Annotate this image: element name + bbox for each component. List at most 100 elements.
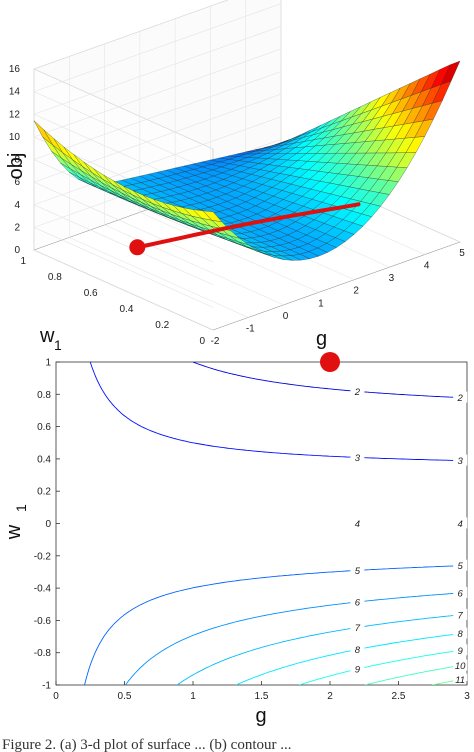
x-axis-label: g — [316, 328, 327, 350]
contour-label: 6 — [458, 588, 464, 599]
y-tick-label: 1 — [45, 358, 51, 369]
contour-label: 6 — [355, 597, 361, 608]
x-tick-label: 3 — [389, 273, 395, 284]
contour-x-axis-label: g — [255, 705, 266, 727]
z-tick-label: 6 — [14, 177, 20, 188]
grid-line — [139, 31, 319, 293]
y-tick-label: 0.6 — [37, 422, 51, 433]
y-tick-label: 0.2 — [37, 487, 51, 498]
x-tick-label: 2 — [353, 286, 359, 297]
z-tick-label: 12 — [9, 109, 21, 120]
contour-label: 11 — [455, 675, 465, 686]
x-tick-label: 2 — [327, 691, 333, 702]
contour-label-bg — [453, 586, 468, 598]
contour-marker — [320, 352, 340, 372]
contour-label: 8 — [355, 645, 361, 656]
contour-label: 9 — [458, 646, 464, 657]
contour-label-bg — [350, 663, 365, 675]
z-tick-label: 2 — [14, 222, 20, 233]
contour-label-bg — [350, 451, 365, 463]
x-tick-label: 1 — [190, 691, 196, 702]
minimum-marker — [129, 239, 146, 256]
y-axis-label-subscript: 1 — [54, 337, 62, 353]
contour-label: 3 — [355, 453, 361, 464]
y-tick-label: -0.8 — [34, 648, 52, 659]
contour-label: 4 — [458, 519, 463, 530]
grid-line — [104, 43, 284, 306]
grid-line — [33, 69, 214, 331]
x-tick-label: 0.5 — [118, 691, 132, 702]
contour-plot-area — [55, 361, 468, 686]
contour-label-bg — [350, 564, 365, 576]
x-tick-label: 0 — [53, 691, 59, 702]
contour-label-bg — [453, 608, 468, 620]
contour-label-bg — [453, 454, 468, 466]
figure-caption: Figure 2. (a) 3-d plot of surface ... (b… — [2, 737, 292, 752]
contour-label-bg — [350, 643, 365, 655]
x-tick-label: 5 — [459, 248, 465, 259]
contour-label: 2 — [354, 387, 361, 398]
contour-label: 7 — [355, 623, 361, 634]
surface-mesh — [33, 60, 461, 261]
y-tick-label: -0.2 — [34, 551, 52, 562]
contour-labels: 2 2 3 3 4 4 5 5 6 6 7 7 8 8 9 9 10 11 — [350, 385, 468, 686]
contour-label: 4 — [355, 519, 360, 530]
z-axis-label: obj — [5, 153, 27, 180]
x-tick-label: 0 — [283, 311, 289, 322]
contour-label: 2 — [457, 393, 464, 404]
x-tick-label: 1.5 — [255, 691, 269, 702]
surface-facet — [440, 60, 461, 85]
contour-label: 7 — [458, 610, 464, 621]
contour-label-bg — [453, 517, 468, 529]
y-tick-label: 0.4 — [119, 304, 133, 315]
y-axis-label: w — [39, 325, 55, 347]
contour-label: 8 — [458, 629, 464, 640]
x-tick-label: 2.5 — [392, 691, 406, 702]
contour-label-bg — [453, 659, 468, 671]
x-tick-label: 3 — [464, 691, 470, 702]
contour-label: 5 — [355, 566, 361, 577]
contour-label-bg — [453, 673, 468, 685]
contour-label: 5 — [458, 561, 464, 572]
x-tick-label: -2 — [211, 336, 220, 347]
z-tick-label: 8 — [14, 155, 20, 166]
contour-label-bg — [453, 627, 468, 639]
y-tick-label: 0.8 — [37, 390, 51, 401]
y-tick-label: 1 — [20, 256, 26, 267]
contour-label-bg — [350, 595, 365, 607]
contour-label-bg — [350, 517, 365, 529]
y-tick-label: -0.4 — [34, 584, 52, 595]
y-tick-label: 0 — [45, 519, 51, 530]
contour-label-bg — [453, 391, 468, 403]
x-tick-label: 1 — [318, 298, 324, 309]
y-tick-label: 0.4 — [37, 454, 51, 465]
contour-label: 3 — [458, 456, 464, 467]
z-tick-label: 14 — [9, 87, 21, 98]
contour-axis-ticks: 0 0.5 1 1.5 2 2.5 3 -1 -0.8 -0.6 -0.4 -0.2 0 0.2 0.4 0.… — [34, 358, 470, 703]
contour-line-6 — [125, 592, 467, 685]
contour-label: 10 — [455, 661, 466, 672]
contour-label-bg — [350, 621, 365, 633]
minimum-curve-line — [135, 202, 361, 250]
x-tick-label: 4 — [424, 261, 430, 272]
grid-line — [68, 56, 249, 318]
contour-y-axis-label: w — [3, 524, 25, 540]
contour-label-bg — [453, 644, 468, 656]
y-tick-label: 0.2 — [155, 320, 169, 331]
y-tick-label: -1 — [42, 681, 51, 692]
y-tick-label: 0.6 — [84, 288, 98, 299]
contour-label-bg — [350, 385, 365, 397]
contour-y-axis-label-subscript: 1 — [13, 504, 29, 512]
minimum-curve — [129, 202, 361, 256]
z-tick-label: 16 — [9, 64, 21, 75]
z-tick-label: 4 — [14, 200, 20, 211]
y-tick-label: 0.8 — [48, 272, 62, 283]
z-tick-label: 0 — [14, 245, 20, 256]
contour-label-bg — [453, 559, 468, 571]
contour-line-2 — [192, 362, 467, 399]
z-tick-label: 10 — [9, 132, 21, 143]
